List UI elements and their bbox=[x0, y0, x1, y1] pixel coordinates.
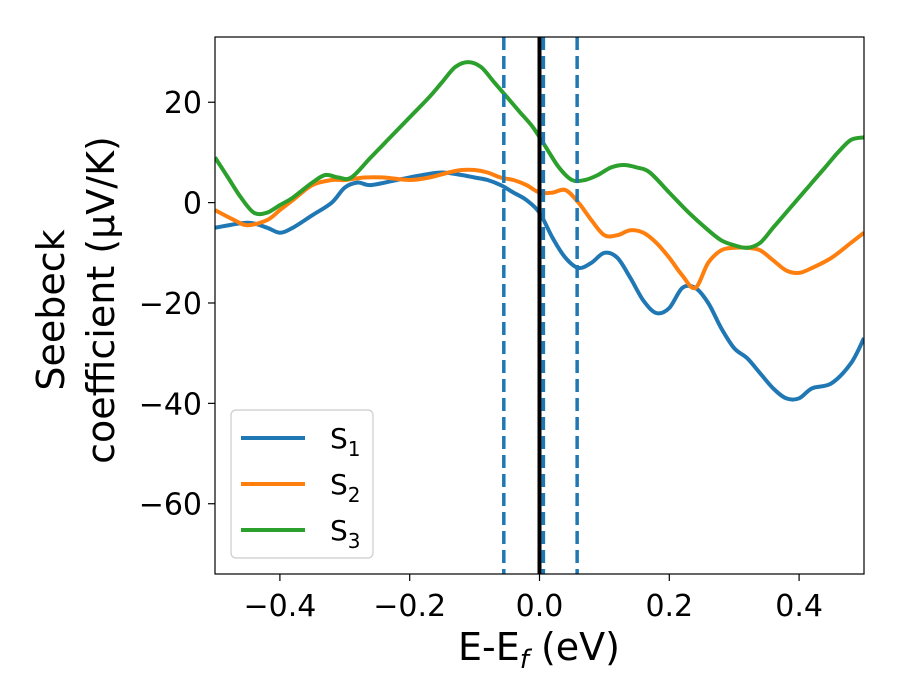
y-tick-label: −40 bbox=[139, 387, 202, 422]
series-layer bbox=[215, 60, 864, 402]
x-axis-label-unit: (eV) bbox=[529, 625, 620, 669]
legend-label-s2: S2 bbox=[330, 468, 361, 507]
legend: S1 S2 S3 bbox=[230, 409, 374, 559]
y-tick-label: 20 bbox=[164, 86, 202, 121]
x-axis-ticks: −0.4 −0.2 0.0 0.2 0.4 bbox=[243, 574, 823, 624]
x-tick-label: 0.2 bbox=[645, 589, 693, 624]
legend-label-s3: S3 bbox=[330, 514, 361, 553]
y-tick-label: −20 bbox=[139, 287, 202, 322]
y-tick-label: −60 bbox=[139, 488, 202, 523]
y-axis-label-line2: coefficient (μV/K) bbox=[79, 136, 123, 464]
vline-layer bbox=[502, 37, 579, 574]
series-line-s1 bbox=[215, 170, 864, 402]
x-tick-label: 0.0 bbox=[516, 589, 564, 624]
y-axis-ticks: −60 −40 −20 0 20 bbox=[139, 86, 215, 523]
x-tick-label: −0.2 bbox=[373, 589, 446, 624]
x-tick-label: 0.4 bbox=[775, 589, 823, 624]
y-tick-label: 0 bbox=[183, 187, 202, 222]
series-line-s3 bbox=[215, 60, 864, 250]
x-axis-label-main: E-E bbox=[458, 625, 520, 669]
x-tick-label: −0.4 bbox=[243, 589, 316, 624]
series-line-s2 bbox=[215, 167, 864, 291]
x-axis-label: E-Ef (eV) bbox=[458, 625, 620, 675]
legend-label-s1: S1 bbox=[330, 422, 361, 461]
y-axis-label-line1: Seebeck bbox=[29, 229, 73, 390]
